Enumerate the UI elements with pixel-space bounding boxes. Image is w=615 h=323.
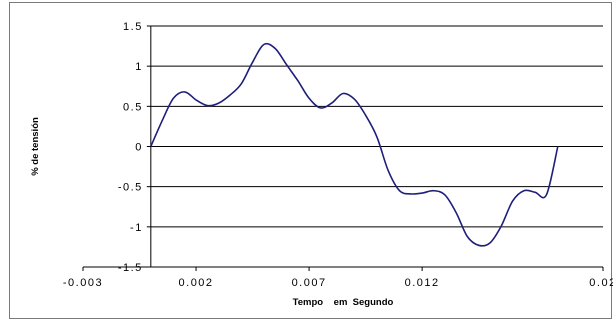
- series-layer: [150, 42, 559, 247]
- chart-frame: 1.5 1 0.5 0 -0.5 -1 -1.5 -0.003 0.002 0.007 0.012…: [9, 2, 613, 319]
- x-tick-labels: -0.003 0.002 0.007 0.012 0.02: [63, 277, 613, 289]
- x-tick-label: 0.007: [292, 277, 327, 289]
- x-tick-label: 0.012: [405, 277, 440, 289]
- x-tick-label: 0.02: [589, 277, 613, 289]
- line-chart: 1.5 1 0.5 0 -0.5 -1 -1.5 -0.003 0.002 0.007 0.012…: [30, 21, 613, 308]
- y-tick-label: -1.5: [118, 262, 143, 274]
- y-tick-label: -0.5: [118, 182, 143, 194]
- x-axis-title: Tempo em Segundo: [293, 297, 394, 308]
- y-tick-label: -1: [130, 222, 143, 234]
- grid-lines: [150, 25, 603, 268]
- series-line: [150, 42, 559, 247]
- y-tick-label: 1: [135, 61, 143, 73]
- y-tick-label: 0: [135, 142, 143, 154]
- x-tick-label: -0.003: [63, 277, 103, 289]
- y-tick-labels: 1.5 1 0.5 0 -0.5 -1 -1.5: [118, 21, 143, 274]
- y-tick-label: 1.5: [123, 21, 143, 33]
- axes: [82, 25, 604, 271]
- y-axis-title: % de tensión: [30, 117, 41, 176]
- x-tick-label: 0.002: [179, 277, 214, 289]
- y-tick-label: 0.5: [123, 101, 143, 113]
